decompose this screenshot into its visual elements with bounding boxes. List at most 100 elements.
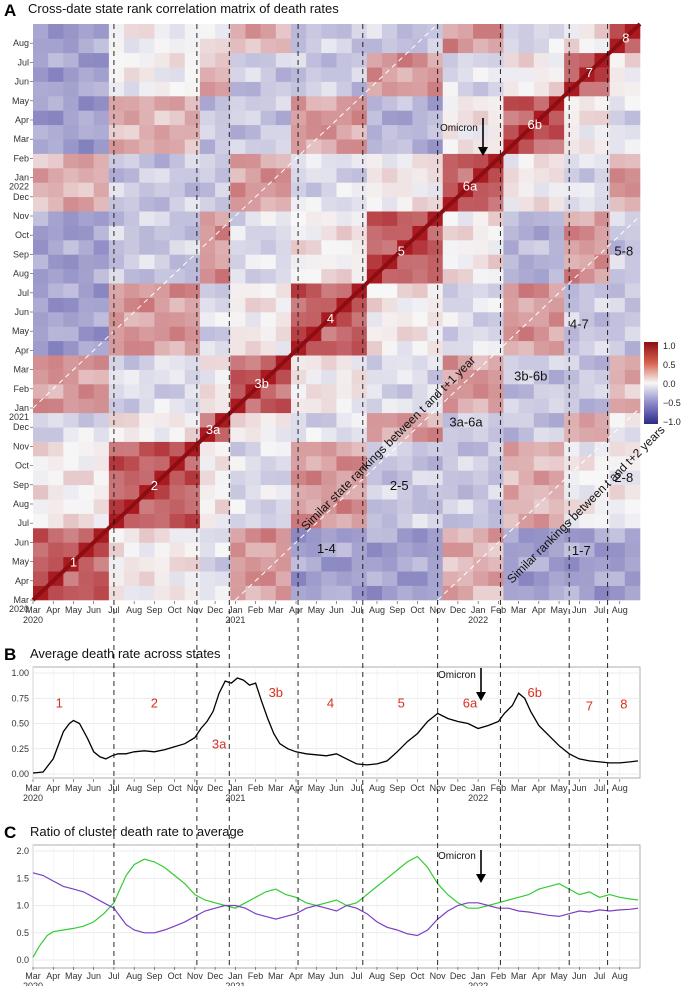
- heatmap-cell: [382, 110, 398, 126]
- heatmap-cell: [382, 225, 398, 241]
- heatmap-cell: [579, 196, 595, 212]
- heatmap-cell: [503, 384, 519, 399]
- heatmap-cell: [78, 369, 95, 385]
- heatmap-cell: [48, 124, 64, 140]
- heatmap-cell: [108, 283, 125, 298]
- heatmap-cell: [108, 168, 125, 183]
- heatmap-cell: [457, 240, 474, 255]
- heatmap-cell: [548, 211, 565, 226]
- x-tick-label: Feb: [491, 605, 507, 615]
- heatmap-cell: [382, 499, 398, 514]
- heatmap-cell: [245, 412, 261, 428]
- heatmap-cell: [366, 182, 383, 198]
- heatmap-cell: [275, 168, 292, 183]
- heatmap-cell: [93, 182, 110, 198]
- heatmap-cell: [260, 499, 277, 514]
- panel-c-x-ticks: Mar Apr May Jun Jul Aug Sep Oct Nov Dec Jan Feb Mar A…: [23, 967, 628, 986]
- heatmap-cell: [548, 441, 565, 457]
- heatmap-cell: [63, 96, 79, 111]
- heatmap-cell: [124, 124, 140, 140]
- heatmap-cell: [609, 355, 626, 370]
- heatmap-cell: [442, 340, 459, 356]
- heatmap-cell: [184, 312, 201, 327]
- heatmap-cell: [336, 499, 352, 514]
- x-tick-label: Apr: [46, 783, 60, 793]
- heatmap-cell: [275, 196, 292, 212]
- heatmap-cell: [427, 326, 444, 342]
- heatmap-cell: [290, 67, 307, 82]
- line-panel-c: 0.00.51.01.52.0 Mar Apr May Jun Jul Aug Sep Oct…: [16, 844, 641, 986]
- heatmap-cell: [533, 268, 550, 284]
- heatmap-cell: [275, 124, 292, 140]
- heatmap-cell: [594, 556, 610, 572]
- heatmap-cell: [564, 556, 580, 572]
- heatmap-cell: [48, 240, 64, 255]
- offdiagonal-cluster-label: 1-7: [572, 543, 591, 558]
- heatmap-cell: [564, 38, 580, 54]
- heatmap-cell: [397, 499, 413, 514]
- heatmap-cell: [548, 456, 565, 471]
- heatmap-cell: [351, 456, 368, 471]
- heatmap-cell: [63, 67, 79, 82]
- heatmap-cell: [579, 355, 595, 370]
- heatmap-cell: [321, 38, 337, 54]
- heatmap-cell: [564, 168, 580, 183]
- heatmap-cell: [199, 355, 216, 370]
- heatmap-cell: [397, 81, 413, 97]
- heatmap-cell: [366, 441, 383, 457]
- heatmap-cell: [336, 196, 352, 212]
- heatmap-cell: [139, 254, 155, 270]
- y-tick-label: 0.0: [16, 955, 29, 965]
- heatmap-cell: [473, 470, 489, 486]
- heatmap-cell: [48, 369, 64, 385]
- heatmap-cell: [412, 24, 428, 39]
- heatmap-cell: [533, 297, 550, 313]
- offset-diagonal-1y-upper: [32, 23, 439, 409]
- heatmap-cell: [442, 456, 459, 471]
- heatmap-cell: [78, 81, 95, 97]
- offdiagonal-cluster-label: 3a-6a: [449, 414, 483, 429]
- x-tick-label: Apr: [289, 971, 303, 981]
- heatmap-cell: [366, 124, 383, 140]
- heatmap-cell: [548, 499, 565, 514]
- heatmap-cell: [260, 297, 277, 313]
- heatmap-cell: [321, 297, 337, 313]
- heatmap-cell: [366, 254, 383, 270]
- heatmap-cell: [397, 312, 413, 327]
- heatmap-cell: [154, 499, 170, 514]
- heatmap-cell: [412, 81, 428, 97]
- heatmap-cell: [184, 412, 201, 428]
- heatmap-cell: [108, 384, 125, 399]
- heatmap-cell: [275, 542, 292, 558]
- heatmap-cell: [199, 499, 216, 514]
- heatmap-cell: [488, 24, 504, 39]
- cluster-boundary-lines: [113, 24, 609, 968]
- heatmap-cell: [33, 355, 49, 370]
- heatmap-cell: [457, 283, 474, 298]
- heatmap-cell: [518, 38, 535, 54]
- heatmap-cell: [412, 556, 428, 572]
- heatmap-cell: [184, 211, 201, 226]
- heatmap-cell: [215, 585, 231, 601]
- heatmap-cell: [63, 268, 79, 284]
- heatmap-cell: [93, 24, 110, 39]
- heatmap-cell: [564, 484, 580, 500]
- heatmap-cell: [124, 427, 140, 442]
- heatmap-cell: [139, 528, 155, 543]
- heatmap-cell: [124, 283, 140, 298]
- heatmap-cell: [382, 81, 398, 97]
- y-tick-label: Dec: [13, 422, 30, 432]
- heatmap-cell: [245, 528, 261, 543]
- heatmap-cell: [306, 297, 322, 313]
- heatmap-cell: [624, 585, 641, 601]
- heatmap-cell: [260, 427, 277, 442]
- heatmap-cell: [382, 283, 398, 298]
- heatmap-cell: [533, 340, 550, 356]
- heatmap-cell: [215, 110, 231, 126]
- heatmap-cell: [290, 585, 307, 601]
- heatmap-cell: [169, 556, 186, 572]
- heatmap-cell: [215, 513, 231, 529]
- heatmap-cell: [245, 211, 261, 226]
- heatmap-cell: [184, 139, 201, 154]
- heatmap-cell: [533, 211, 550, 226]
